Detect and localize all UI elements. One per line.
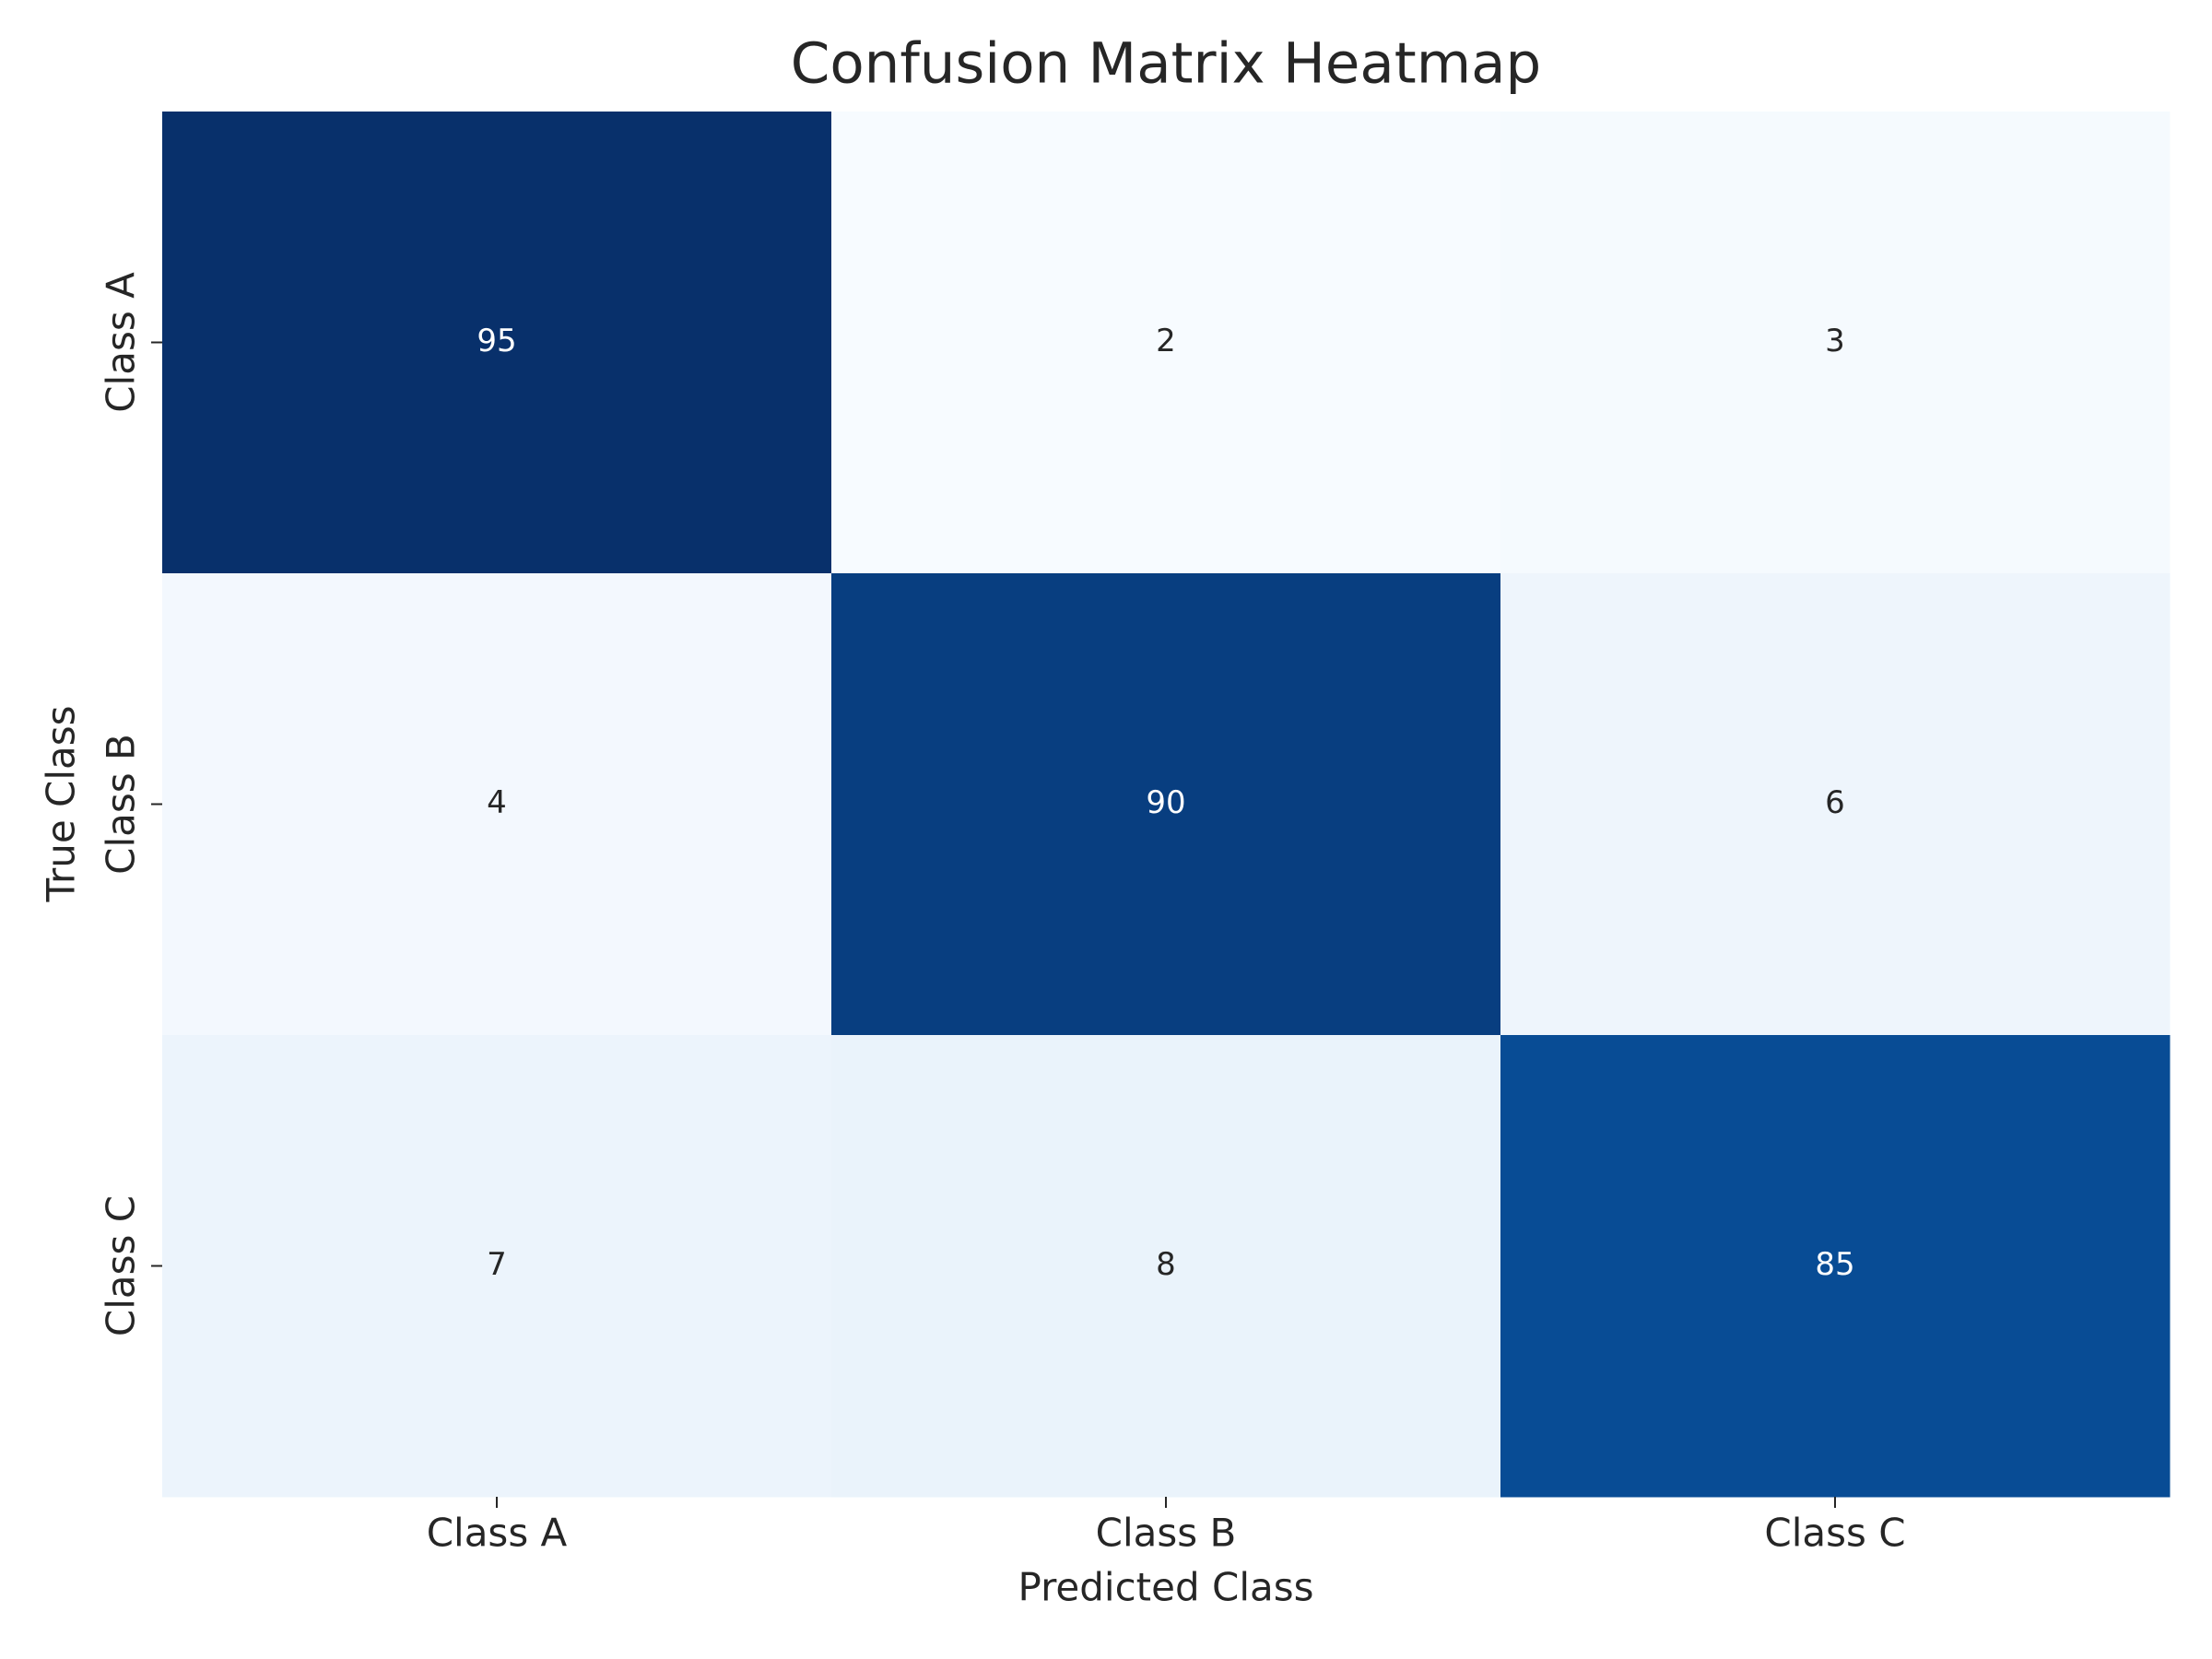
cell-value-label: 2 [1156, 323, 1176, 359]
heatmap-cell [831, 112, 1501, 574]
cell-value-label: 3 [1825, 323, 1845, 359]
cell-value-label: 85 [1815, 1246, 1854, 1283]
cell-value-label: 8 [1156, 1246, 1176, 1283]
chart-title: Confusion Matrix Heatmap [791, 31, 1541, 97]
y-tick-label: Class B [99, 734, 144, 875]
heatmap-cell [162, 1035, 832, 1498]
heatmap-cell [162, 573, 832, 1036]
heatmap-cell [162, 112, 832, 574]
x-tick-label: Class A [427, 1511, 568, 1556]
cell-value-label: 95 [477, 323, 516, 359]
heatmap-cell [1500, 1035, 2171, 1498]
x-axis-label: Predicted Class [1018, 1565, 1313, 1610]
x-tick-label: Class B [1096, 1511, 1237, 1556]
y-tick-label: Class C [99, 1195, 144, 1336]
heatmap-cell [831, 573, 1501, 1036]
heatmap-cell [831, 1035, 1501, 1498]
y-tick-label: Class A [99, 272, 144, 413]
cell-value-label: 4 [487, 784, 507, 821]
heatmap-cell [1500, 573, 2171, 1036]
cell-value-label: 90 [1146, 784, 1185, 821]
y-axis-label: True Class [39, 705, 84, 902]
cell-value-label: 7 [487, 1246, 507, 1283]
heatmap-cell [1500, 112, 2171, 574]
x-tick-label: Class C [1764, 1511, 1905, 1556]
cell-value-label: 6 [1825, 784, 1845, 821]
